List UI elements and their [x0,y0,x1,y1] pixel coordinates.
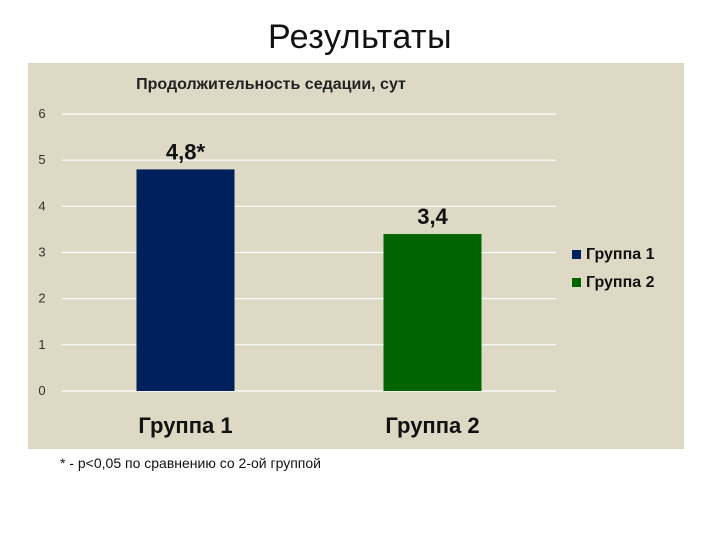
data-labels: 4,8* 3,4 [166,139,449,229]
y-tick-label: 3 [38,245,45,260]
bar-value-label: 4,8* [166,139,206,164]
bar-chart: Продолжительность седации, сут 0 1 2 3 4 5 6 4… [38,76,655,438]
y-tick-label: 6 [38,106,45,121]
category-label: Группа 2 [385,413,479,438]
footnote: * - p<0,05 по сравнению со 2-ой группой [60,455,321,471]
gridlines [62,113,556,392]
chart-panel: Продолжительность седации, сут 0 1 2 3 4 5 6 4… [28,63,684,449]
legend: Группа 1 Группа 2 [572,246,655,291]
chart-title: Продолжительность седации, сут [136,76,406,93]
y-tick-label: 1 [38,337,45,352]
y-axis: 0 1 2 3 4 5 6 [38,106,45,398]
y-tick-label: 2 [38,291,45,306]
bar-value-label: 3,4 [417,204,448,229]
legend-swatch [572,278,581,287]
legend-item-label: Группа 1 [586,246,655,263]
bars [136,169,482,391]
slide-title: Результаты [267,18,453,56]
y-tick-label: 0 [38,383,45,398]
legend-swatch [572,250,581,259]
category-label: Группа 1 [138,413,232,438]
legend-item-label: Группа 2 [586,274,655,291]
y-tick-label: 4 [38,198,45,213]
bar-1 [136,169,235,391]
bar-2 [383,234,482,391]
category-labels: Группа 1 Группа 2 [138,413,479,438]
y-tick-label: 5 [38,152,45,167]
